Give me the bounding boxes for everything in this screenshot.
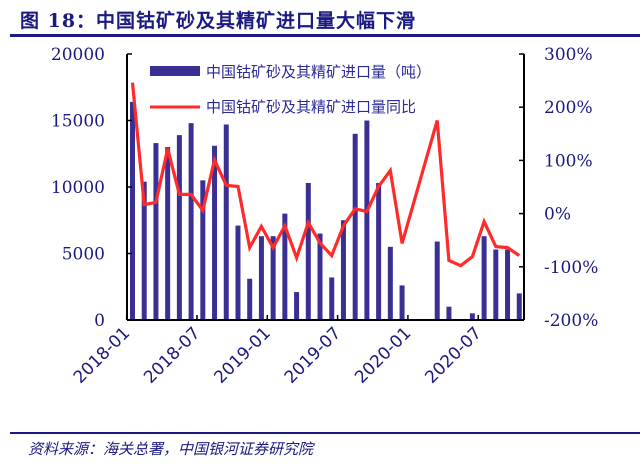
left-tick-label: 0	[94, 311, 105, 331]
bar	[340, 220, 346, 320]
legend-label-yoy: 中国钴矿砂及其精矿进口量同比	[206, 98, 416, 116]
x-tick-label: 2020-01	[351, 323, 415, 387]
bar	[130, 101, 135, 320]
right-tick-label: -200%	[544, 311, 598, 331]
x-tick-label: 2018-07	[140, 323, 204, 387]
bar	[212, 145, 218, 320]
top-rule	[10, 34, 640, 37]
right-tick-label: 300%	[544, 45, 593, 65]
bar	[434, 241, 440, 320]
bar	[258, 236, 264, 320]
bar	[270, 236, 276, 320]
bar	[235, 225, 241, 320]
bar	[469, 313, 475, 320]
bar	[317, 233, 323, 320]
bar	[352, 133, 358, 320]
bar	[376, 183, 382, 320]
bar	[481, 236, 487, 320]
right-tick-label: 100%	[544, 151, 593, 171]
bar	[387, 246, 393, 320]
x-tick-label: 2018-01	[70, 323, 134, 387]
bar	[505, 249, 511, 320]
x-tick-label: 2019-07	[281, 323, 345, 387]
left-tick-label: 20000	[51, 45, 105, 65]
yoy-line	[130, 82, 521, 268]
bar	[493, 249, 499, 320]
bar	[329, 277, 335, 320]
bar	[399, 285, 405, 320]
bar	[223, 124, 229, 321]
bar	[446, 306, 452, 320]
x-tick-label: 2020-07	[421, 323, 485, 387]
bar	[364, 120, 370, 320]
left-tick-label: 10000	[51, 178, 105, 198]
bar	[294, 292, 300, 320]
legend-label-volume: 中国钴矿砂及其精矿进口量（吨）	[206, 63, 431, 81]
bar	[141, 181, 147, 320]
bar	[247, 278, 253, 320]
bar	[153, 143, 159, 320]
bar	[176, 135, 182, 320]
right-tick-label: 0%	[544, 205, 571, 225]
left-tick-label: 15000	[51, 112, 105, 132]
bar	[516, 293, 522, 320]
right-tick-label: -100%	[544, 258, 598, 278]
left-tick-label: 5000	[62, 245, 105, 265]
bar	[305, 183, 311, 320]
bar	[200, 180, 206, 320]
legend-bar-swatch	[150, 66, 200, 76]
right-tick-label: 200%	[544, 98, 593, 118]
bottom-rule	[10, 432, 640, 434]
x-tick-label: 2019-01	[210, 323, 274, 387]
bar	[282, 213, 288, 320]
chart: 0 5000 10000 15000 20000 -200% -100% 0% 100% 200%…	[51, 45, 598, 388]
figure-title: 图 18：中国钴矿砂及其精矿进口量大幅下滑	[20, 10, 417, 32]
bar	[165, 147, 171, 320]
bar	[188, 123, 194, 320]
source-note: 资料来源：海关总署，中国银河证券研究院	[28, 440, 314, 458]
